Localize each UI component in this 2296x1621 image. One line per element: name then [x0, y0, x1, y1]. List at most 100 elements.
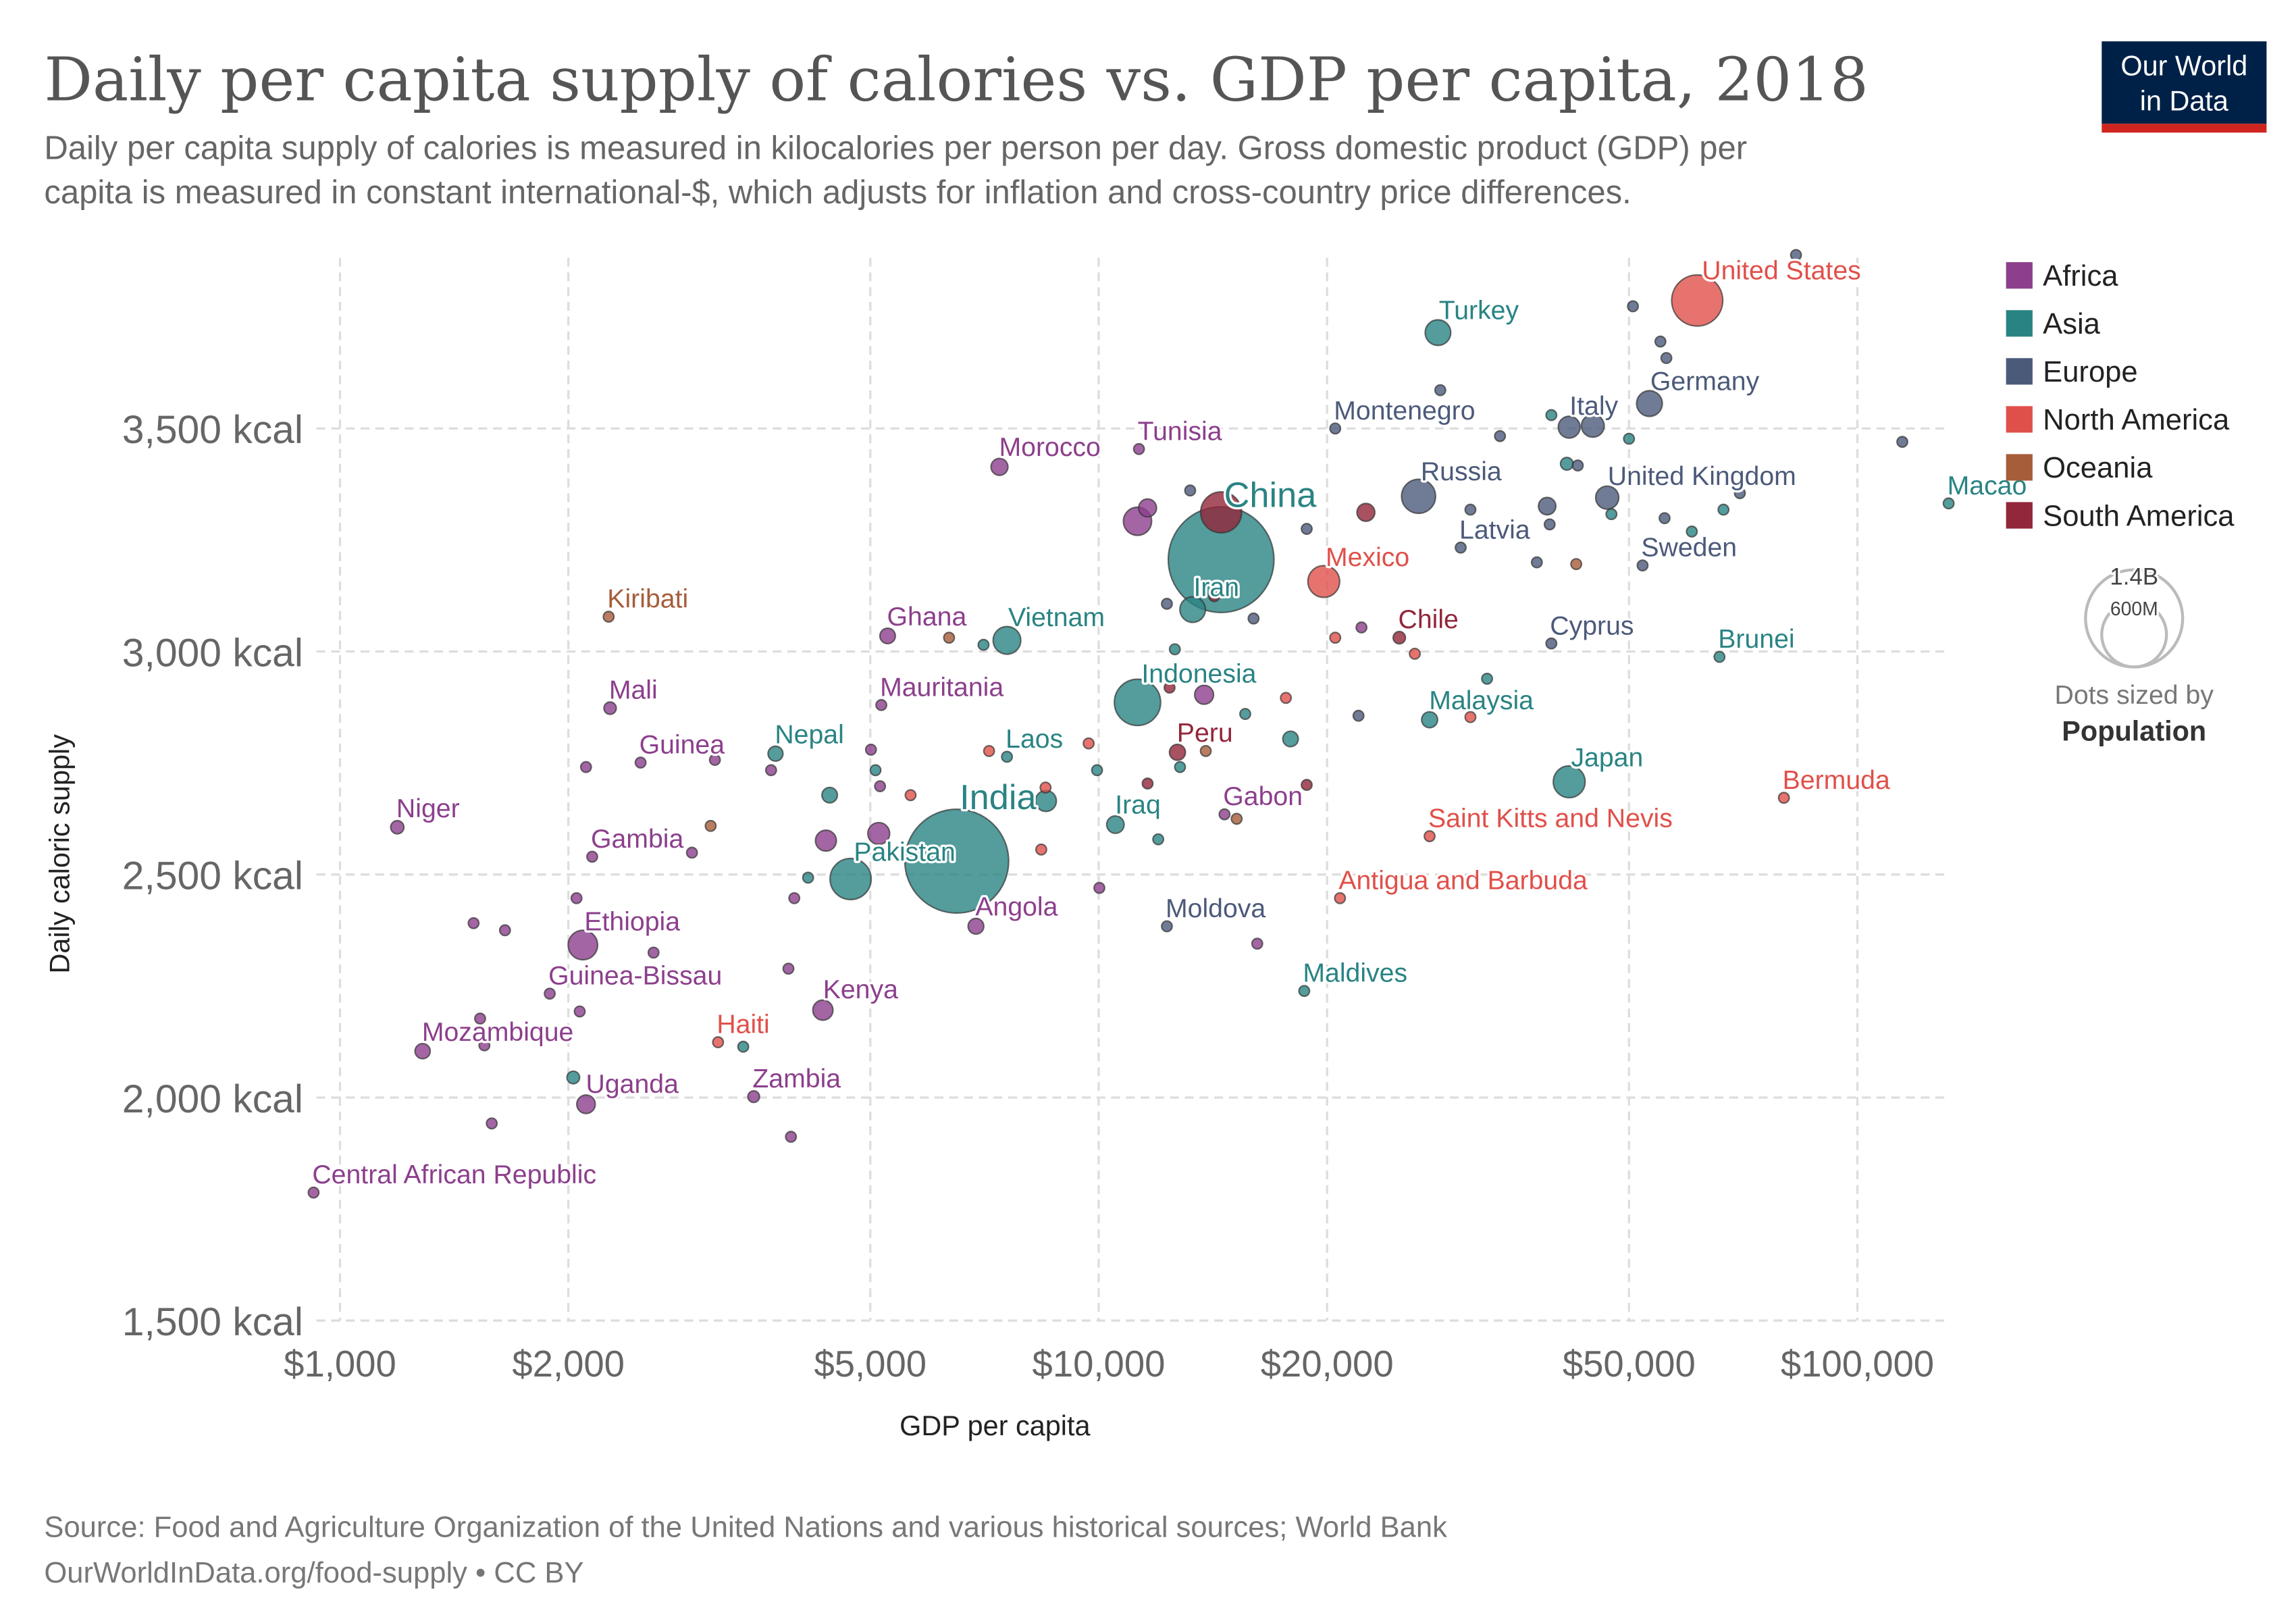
logo-line1: Our World	[2120, 50, 2247, 81]
legend-label[interactable]: South America	[2043, 500, 2235, 532]
data-point	[647, 946, 660, 959]
data-point	[1199, 744, 1212, 757]
data-point	[1530, 556, 1543, 569]
data-point	[1174, 761, 1186, 773]
data-point	[1093, 881, 1105, 894]
point-label: Latvia	[1459, 515, 1530, 544]
data-point-united-kingdom	[1594, 485, 1620, 510]
legend-label[interactable]: Africa	[2043, 260, 2118, 292]
data-point-italy	[1557, 415, 1582, 439]
data-point-montenegro	[1329, 422, 1342, 435]
point-label: Central African Republic	[312, 1160, 596, 1189]
data-point	[1329, 632, 1342, 644]
data-point	[570, 892, 583, 904]
scatter-points	[307, 249, 1955, 1199]
point-label: Malaysia	[1429, 686, 1534, 715]
x-axis-ticks: $1,000 $2,000 $5,000 $10,000 $20,000 $50,000 $…	[284, 1343, 1934, 1385]
x-tick-label: $10,000	[1033, 1343, 1166, 1385]
point-label: Guinea-Bissau	[548, 961, 722, 991]
data-point	[1138, 498, 1157, 518]
point-label: Haiti	[716, 1010, 769, 1039]
point-label: Iraq	[1115, 790, 1161, 819]
data-point-chile	[1392, 630, 1407, 645]
x-tick-label: $20,000	[1261, 1343, 1394, 1385]
data-point	[1545, 409, 1558, 421]
data-point	[566, 1070, 581, 1085]
point-label: Chile	[1399, 604, 1459, 634]
point-label: Zambia	[752, 1064, 841, 1093]
y-tick-label: 2,000 kcal	[122, 1077, 303, 1121]
data-point	[573, 1005, 586, 1018]
data-point	[467, 917, 480, 929]
legend-label[interactable]: Oceania	[2043, 452, 2153, 484]
data-point-central-african-republic	[307, 1186, 320, 1199]
point-label: Moldova	[1166, 894, 1266, 923]
legend-label[interactable]: Asia	[2043, 308, 2101, 340]
y-axis-title: Daily caloric supply	[44, 734, 75, 974]
owid-logo[interactable]: Our World in Data	[2102, 41, 2267, 133]
point-label: Mali	[609, 675, 658, 704]
point-label: Uganda	[586, 1069, 679, 1099]
data-point-pakistan	[829, 857, 872, 900]
y-tick-label: 2,500 kcal	[122, 854, 303, 898]
point-label: Kenya	[823, 975, 898, 1004]
data-point-indonesia	[1114, 678, 1162, 727]
data-point	[1654, 335, 1667, 348]
size-legend-variable: Population	[2062, 715, 2206, 746]
point-label: Montenegro	[1334, 396, 1475, 426]
data-point	[1199, 491, 1243, 534]
data-point-vietnam	[992, 625, 1022, 655]
point-label: Vietnam	[1008, 602, 1105, 632]
point-label: Ethiopia	[584, 906, 680, 936]
source-link[interactable]: OurWorldInData.org/food-supply • CC BY	[44, 1557, 583, 1589]
data-point	[814, 829, 837, 852]
data-point	[1580, 413, 1605, 438]
data-point-macao	[1942, 497, 1955, 510]
data-point-brunei	[1713, 650, 1726, 663]
point-label: Mozambique	[422, 1017, 574, 1047]
point-label: Gabon	[1223, 781, 1303, 811]
data-point	[1230, 813, 1243, 825]
data-point-gambia	[586, 850, 598, 863]
point-label: Russia	[1421, 457, 1502, 486]
legend-label[interactable]: Europe	[2043, 356, 2138, 388]
data-point-united-states	[1671, 274, 1724, 327]
point-label: Gambia	[591, 824, 684, 854]
data-point-latvia	[1455, 541, 1467, 554]
data-point-moldova	[1161, 920, 1173, 933]
size-legend-large-label: 1.4B	[2110, 563, 2158, 590]
point-label: Turkey	[1439, 295, 1519, 325]
data-point-bermuda	[1777, 792, 1790, 804]
data-point	[904, 789, 917, 802]
data-point	[1434, 384, 1446, 396]
data-point	[704, 819, 717, 832]
data-point-tunisia	[1132, 442, 1145, 455]
data-point-turkey	[1424, 319, 1452, 346]
data-point-laos	[1001, 750, 1014, 763]
legend-swatch-asia	[2006, 310, 2033, 337]
data-point-saint-kitts-and-nevis	[1424, 830, 1436, 842]
data-point	[1660, 352, 1673, 365]
data-point-antigua-and-barbuda	[1334, 892, 1347, 904]
data-point-kiribati	[602, 611, 615, 623]
point-label: Brunei	[1718, 624, 1794, 654]
data-point	[1605, 508, 1618, 521]
point-label: Bermuda	[1783, 765, 1890, 795]
legend-label[interactable]: North America	[2043, 404, 2230, 436]
data-point-kenya	[812, 999, 834, 1021]
legend-swatch-oceania	[2006, 454, 2033, 481]
data-point-iraq	[1105, 815, 1125, 834]
data-point-sweden	[1636, 559, 1649, 572]
data-point-cyprus	[1545, 637, 1558, 650]
data-point	[1896, 436, 1908, 448]
data-point	[874, 780, 887, 792]
data-point	[1301, 523, 1313, 535]
point-label: Pakistan	[854, 837, 955, 867]
data-point	[1571, 459, 1584, 472]
data-point-russia	[1401, 478, 1436, 515]
point-label: Antigua and Barbuda	[1338, 865, 1588, 895]
data-point-mauritania	[875, 698, 888, 711]
data-point	[983, 744, 995, 757]
data-point	[1193, 684, 1215, 705]
point-label: India	[960, 778, 1037, 817]
